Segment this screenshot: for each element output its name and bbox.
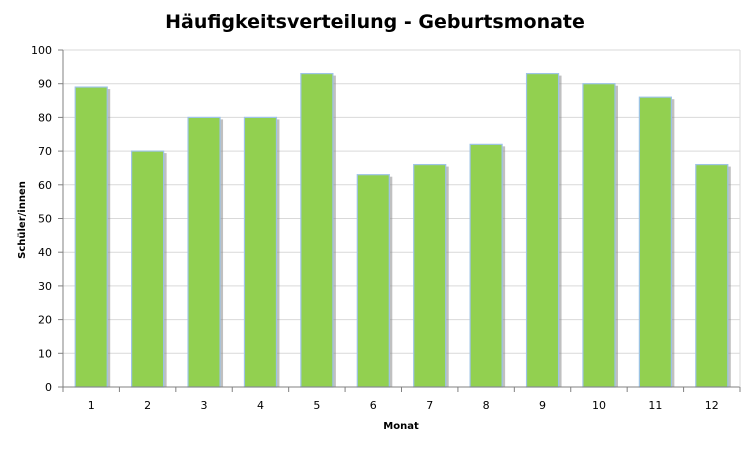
y-tick-label: 90 bbox=[38, 78, 52, 91]
x-tick-label: 7 bbox=[426, 399, 433, 412]
bar bbox=[638, 96, 672, 388]
y-axis-ticks: 0 10 20 30 40 50 60 70 80 90 100 bbox=[31, 44, 52, 394]
x-tick-label: 11 bbox=[648, 399, 662, 412]
x-tick-label: 6 bbox=[370, 399, 377, 412]
bar bbox=[243, 116, 278, 388]
bar bbox=[525, 72, 560, 388]
bar bbox=[582, 83, 616, 388]
x-tick-label: 1 bbox=[88, 399, 95, 412]
x-axis-label: Monat bbox=[383, 421, 419, 432]
bar bbox=[74, 86, 108, 388]
x-tick-label: 9 bbox=[539, 399, 546, 412]
chart-title: Häufigkeitsverteilung - Geburtsmonate bbox=[165, 11, 585, 33]
x-axis-ticks: 1 2 3 4 5 6 7 8 9 10 11 12 bbox=[88, 399, 719, 412]
bar bbox=[413, 163, 447, 388]
x-tick-label: 2 bbox=[144, 399, 151, 412]
y-tick-label: 0 bbox=[45, 381, 52, 394]
axes bbox=[58, 49, 741, 392]
x-tick-label: 3 bbox=[201, 399, 208, 412]
bar bbox=[695, 163, 729, 388]
y-tick-label: 20 bbox=[38, 314, 52, 327]
y-tick-label: 60 bbox=[38, 179, 52, 192]
bars bbox=[74, 72, 731, 388]
bar bbox=[300, 72, 334, 388]
y-tick-label: 40 bbox=[38, 246, 52, 259]
bar bbox=[356, 174, 390, 388]
x-tick-label: 4 bbox=[257, 399, 264, 412]
x-tick-label: 10 bbox=[592, 399, 606, 412]
y-tick-label: 50 bbox=[38, 213, 52, 226]
y-tick-label: 80 bbox=[38, 111, 52, 124]
y-tick-label: 30 bbox=[38, 280, 52, 293]
y-tick-label: 70 bbox=[38, 145, 52, 158]
x-tick-label: 5 bbox=[313, 399, 320, 412]
bar bbox=[187, 116, 221, 388]
gridlines bbox=[63, 49, 740, 354]
y-tick-label: 100 bbox=[31, 44, 52, 57]
x-tick-label: 8 bbox=[483, 399, 490, 412]
bar bbox=[131, 150, 165, 388]
bar bbox=[469, 143, 503, 388]
y-tick-label: 10 bbox=[38, 347, 52, 360]
x-tick-label: 12 bbox=[705, 399, 719, 412]
y-axis-label: Schüler/innen bbox=[17, 181, 28, 259]
